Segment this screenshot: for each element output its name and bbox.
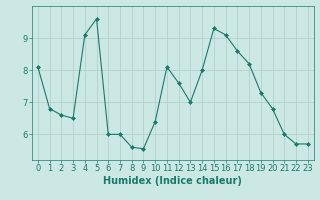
X-axis label: Humidex (Indice chaleur): Humidex (Indice chaleur) <box>103 176 242 186</box>
